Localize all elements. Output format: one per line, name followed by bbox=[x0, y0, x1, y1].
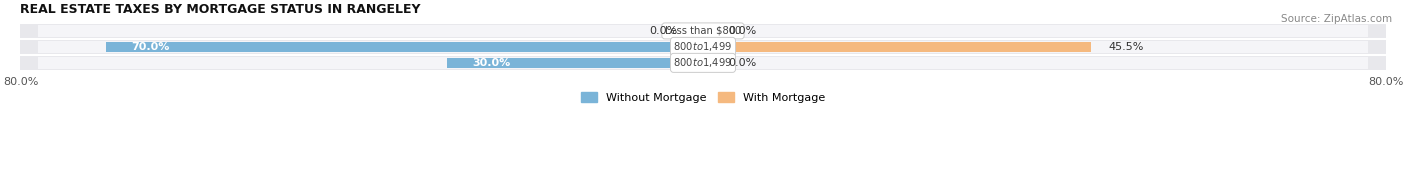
Text: 0.0%: 0.0% bbox=[650, 26, 678, 36]
Bar bbox=[105, 42, 703, 52]
Bar bbox=[38, 25, 1368, 37]
Text: 30.0%: 30.0% bbox=[472, 58, 510, 68]
Text: 70.0%: 70.0% bbox=[131, 42, 170, 52]
Text: Source: ZipAtlas.com: Source: ZipAtlas.com bbox=[1281, 14, 1392, 24]
Bar bbox=[21, 40, 1385, 54]
Bar bbox=[686, 26, 703, 36]
Text: $800 to $1,499: $800 to $1,499 bbox=[673, 56, 733, 69]
Bar bbox=[447, 58, 703, 68]
Bar bbox=[703, 58, 720, 68]
Text: 0.0%: 0.0% bbox=[728, 58, 756, 68]
Bar bbox=[38, 41, 1368, 53]
Bar bbox=[703, 26, 720, 36]
Bar bbox=[21, 24, 1385, 38]
Text: 45.5%: 45.5% bbox=[1108, 42, 1143, 52]
Text: $800 to $1,499: $800 to $1,499 bbox=[673, 40, 733, 53]
Bar bbox=[21, 56, 1385, 70]
Text: 0.0%: 0.0% bbox=[728, 26, 756, 36]
Text: Less than $800: Less than $800 bbox=[665, 26, 741, 36]
Text: REAL ESTATE TAXES BY MORTGAGE STATUS IN RANGELEY: REAL ESTATE TAXES BY MORTGAGE STATUS IN … bbox=[21, 3, 420, 16]
Bar bbox=[703, 42, 1091, 52]
Bar bbox=[38, 57, 1368, 69]
Legend: Without Mortgage, With Mortgage: Without Mortgage, With Mortgage bbox=[576, 88, 830, 108]
